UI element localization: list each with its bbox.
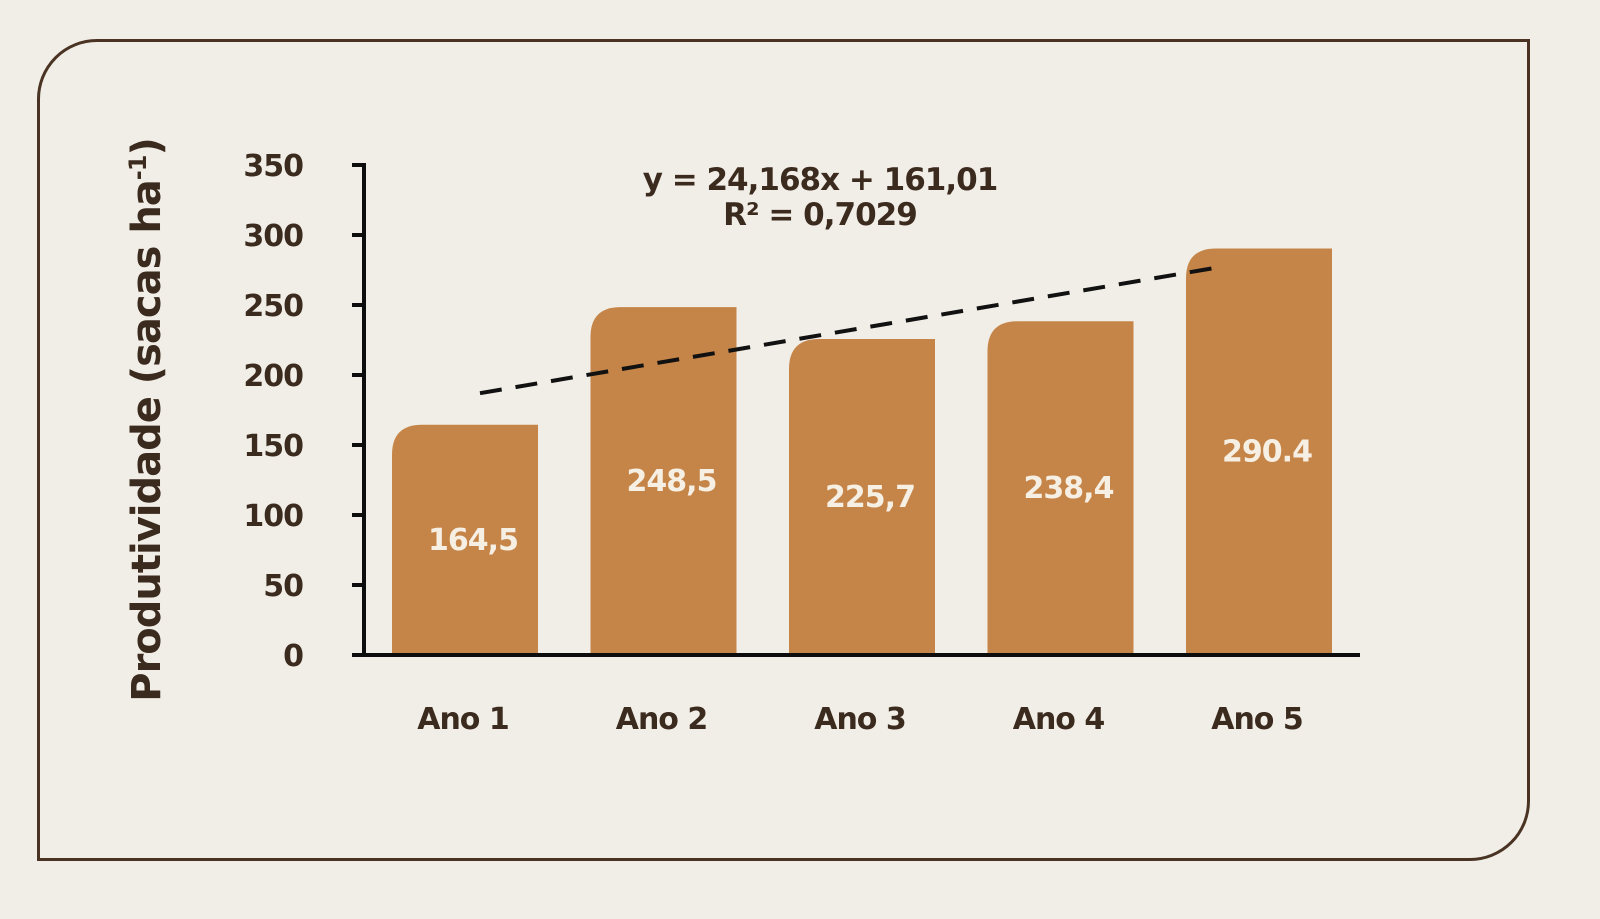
y-tick-label-0: 0 bbox=[283, 639, 303, 674]
bar-2 bbox=[590, 307, 737, 655]
y-ticks-group: 0 50 100 150 200 250 300 350 bbox=[243, 149, 364, 674]
y-tick-label-350: 350 bbox=[243, 149, 303, 184]
bar-5 bbox=[1186, 248, 1332, 655]
trendline bbox=[479, 264, 1225, 396]
trendline-r-squared: R² = 0,7029 bbox=[723, 197, 917, 233]
chart-frame bbox=[37, 39, 1530, 861]
trendline-equation: y = 24,168x + 161,01 bbox=[643, 162, 998, 198]
data-label-1: 164,5 bbox=[428, 523, 518, 558]
y-axis-label-close: ) bbox=[124, 138, 170, 155]
data-labels-group: 164,5 248,5 225,7 238,4 290.4 bbox=[428, 435, 1313, 558]
x-tick-label-4: Ano 4 bbox=[1013, 702, 1105, 737]
y-axis-label-text: Produtividade (sacas ha bbox=[124, 180, 170, 702]
x-tick-label-5: Ano 5 bbox=[1211, 702, 1303, 737]
y-tick-label-50: 50 bbox=[263, 569, 303, 604]
data-label-5: 290.4 bbox=[1222, 435, 1312, 470]
y-tick-label-200: 200 bbox=[243, 359, 303, 394]
bars-group bbox=[392, 248, 1332, 655]
trendline-group bbox=[479, 264, 1225, 396]
bar-1 bbox=[392, 424, 538, 655]
x-ticks-group: Ano 1 Ano 2 Ano 3 Ano 4 Ano 5 bbox=[417, 702, 1304, 737]
y-axis-label-superscript: -1 bbox=[124, 155, 152, 180]
x-tick-label-3: Ano 3 bbox=[814, 702, 906, 737]
y-tick-label-250: 250 bbox=[243, 289, 303, 324]
data-label-4: 238,4 bbox=[1024, 471, 1114, 506]
bar-4 bbox=[987, 321, 1134, 655]
y-axis-label: Produtividade (sacas ha-1) bbox=[124, 138, 170, 702]
y-tick-label-150: 150 bbox=[243, 429, 303, 464]
axes-group bbox=[352, 163, 1360, 657]
x-tick-label-2: Ano 2 bbox=[616, 702, 708, 737]
y-tick-label-300: 300 bbox=[243, 219, 303, 254]
data-label-2: 248,5 bbox=[627, 464, 717, 499]
y-tick-label-100: 100 bbox=[243, 499, 303, 534]
bar-3 bbox=[789, 339, 935, 655]
data-label-3: 225,7 bbox=[825, 480, 915, 515]
x-tick-label-1: Ano 1 bbox=[417, 702, 509, 737]
